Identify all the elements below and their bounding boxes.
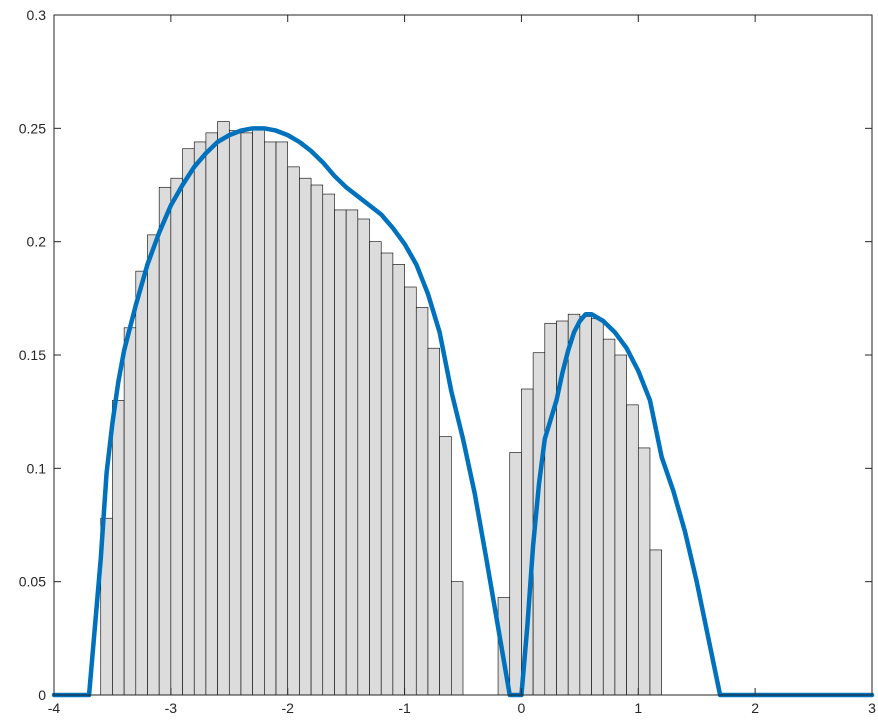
histogram-bar <box>275 141 289 696</box>
histogram-bar <box>205 132 218 696</box>
y-tick-label: 0.05 <box>19 574 46 590</box>
histogram-bar <box>509 452 522 696</box>
histogram-bar <box>322 193 335 696</box>
x-tick-label: -3 <box>165 700 178 716</box>
histogram-bar <box>544 322 557 696</box>
histogram-bar <box>112 400 125 696</box>
density-curve <box>51 126 875 698</box>
x-tick-label: 0 <box>518 700 526 716</box>
histogram-bar <box>182 148 195 696</box>
histogram-bar <box>217 121 230 696</box>
y-axis-ticks: 0 0.05 0.1 0.15 0.2 0.25 0.3 <box>19 7 872 703</box>
histogram-bar <box>252 128 265 696</box>
y-tick-label: 0.2 <box>27 234 47 250</box>
histogram-bar <box>579 316 592 696</box>
histogram-bar <box>404 286 417 696</box>
histogram-bar <box>193 141 207 696</box>
histogram-bar <box>380 252 394 696</box>
histogram-bar <box>299 177 312 696</box>
histogram-bar <box>357 218 370 696</box>
y-tick-label: 0.1 <box>27 460 47 476</box>
histogram-bar <box>345 209 359 696</box>
histogram-bar <box>427 347 440 696</box>
histogram-bar <box>334 209 347 696</box>
histogram-bar <box>451 581 464 696</box>
histogram-bar <box>626 404 639 696</box>
histogram-bar <box>649 549 662 696</box>
histogram-bar <box>170 177 183 696</box>
x-tick-label: -4 <box>48 700 61 716</box>
density-curve-layer <box>51 126 875 698</box>
histogram-bar <box>135 270 148 696</box>
y-tick-label: 0.3 <box>27 7 47 23</box>
x-tick-label: -2 <box>281 700 294 716</box>
histogram-bar <box>240 132 253 696</box>
histogram-bar <box>158 186 172 696</box>
x-axis-ticks: -4 -3 -2 -1 0 1 2 3 <box>48 15 876 716</box>
histogram-bar <box>567 313 581 696</box>
histogram-bar <box>310 184 324 696</box>
x-tick-label: 3 <box>868 700 876 716</box>
x-tick-label: 2 <box>751 700 759 716</box>
histogram-bar <box>123 327 137 696</box>
histogram-bar <box>392 264 405 696</box>
histogram-bar <box>602 338 616 696</box>
histogram-bar <box>415 307 429 696</box>
y-tick-label: 0.15 <box>19 347 46 363</box>
histogram-bar <box>439 436 452 696</box>
x-tick-label: 1 <box>634 700 642 716</box>
histogram-bar <box>369 241 382 696</box>
histogram-bars <box>100 121 662 696</box>
y-tick-label: 0.25 <box>19 120 46 136</box>
histogram-bar <box>614 354 627 696</box>
histogram-bar <box>147 234 160 696</box>
histogram-bar <box>264 141 277 696</box>
histogram-bar <box>591 318 604 696</box>
y-tick-label: 0 <box>38 687 46 703</box>
histogram-bar <box>287 166 300 696</box>
x-tick-label: -1 <box>398 700 411 716</box>
histogram-bar <box>228 130 242 696</box>
histogram-bar <box>637 447 651 696</box>
